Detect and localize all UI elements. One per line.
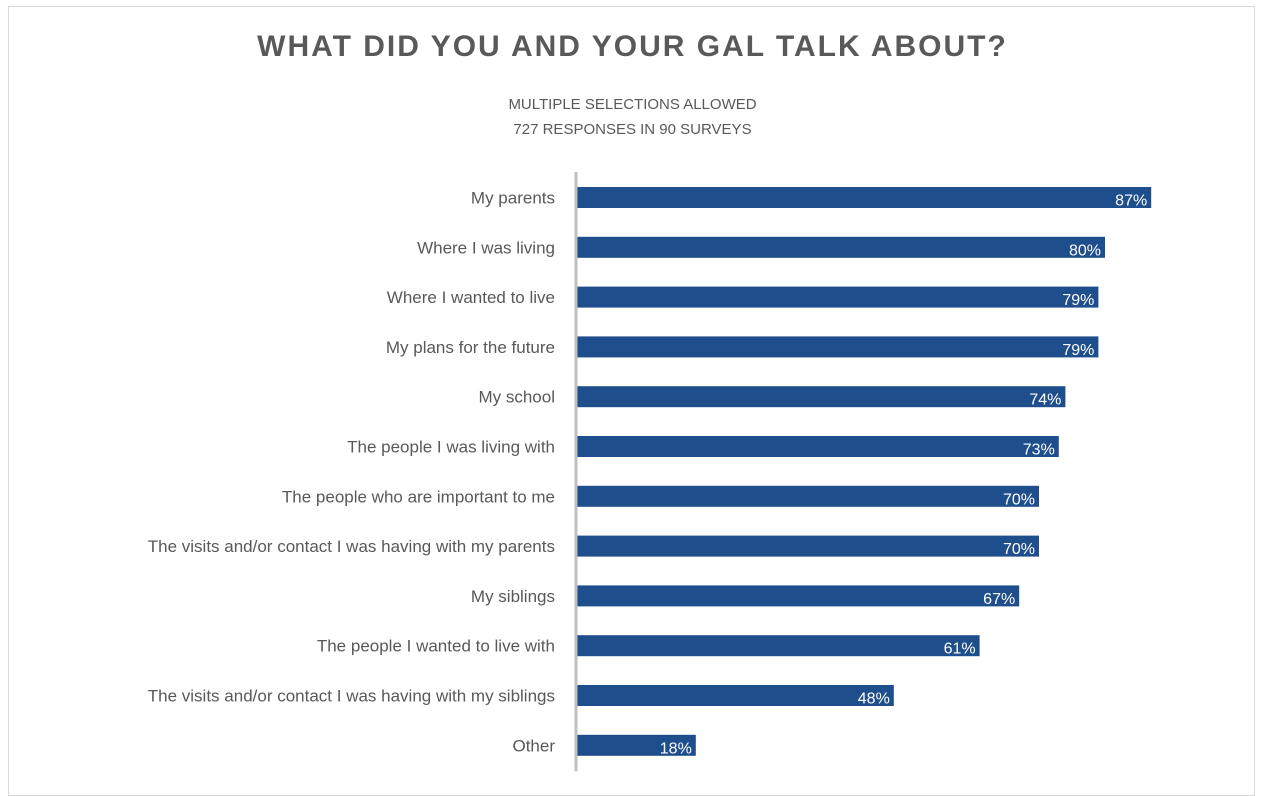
value-label-5: 73% xyxy=(1023,442,1055,459)
bar-2 xyxy=(577,286,1099,308)
bar-3 xyxy=(577,336,1099,358)
category-label-10: The visits and/or contact I was having w… xyxy=(148,687,555,706)
bar-10 xyxy=(577,685,894,706)
value-label-2: 79% xyxy=(1062,292,1094,309)
value-label-1: 80% xyxy=(1069,242,1101,259)
chart-subtitle-line-2: 727 RESPONSES IN 90 SURVEYS xyxy=(513,121,752,138)
category-label-8: My siblings xyxy=(471,587,555,606)
category-label-0: My parents xyxy=(471,189,555,208)
chart-subtitle-line-1: MULTIPLE SELECTIONS ALLOWED xyxy=(508,96,757,113)
bar-7 xyxy=(577,535,1039,557)
chart-title: WHAT DID YOU AND YOUR GAL TALK ABOUT? xyxy=(257,30,1008,63)
category-label-4: My school xyxy=(478,388,555,407)
value-label-3: 79% xyxy=(1062,342,1094,359)
category-label-9: The people I wanted to live with xyxy=(317,637,555,656)
value-label-9: 61% xyxy=(944,641,976,658)
bar-0 xyxy=(577,187,1152,208)
category-label-3: My plans for the future xyxy=(386,338,555,357)
category-label-2: Where I wanted to live xyxy=(387,288,555,307)
bar-5 xyxy=(577,436,1059,457)
bar-9 xyxy=(577,635,980,657)
bar-4 xyxy=(577,386,1066,408)
value-label-8: 67% xyxy=(983,591,1015,608)
value-label-0: 87% xyxy=(1115,193,1147,210)
category-label-5: The people I was living with xyxy=(347,438,555,457)
category-label-1: Where I was living xyxy=(417,238,555,257)
category-label-7: The visits and/or contact I was having w… xyxy=(148,537,555,556)
value-label-11: 18% xyxy=(660,740,692,757)
category-label-6: The people who are important to me xyxy=(282,487,555,506)
value-label-6: 70% xyxy=(1003,491,1035,508)
bar-11 xyxy=(577,734,696,756)
bar-1 xyxy=(577,236,1105,258)
value-label-7: 70% xyxy=(1003,541,1035,558)
bar-6 xyxy=(577,485,1039,507)
category-label-11: Other xyxy=(512,736,555,755)
value-label-4: 74% xyxy=(1029,392,1061,409)
value-label-10: 48% xyxy=(858,691,890,708)
bar-8 xyxy=(577,585,1020,607)
